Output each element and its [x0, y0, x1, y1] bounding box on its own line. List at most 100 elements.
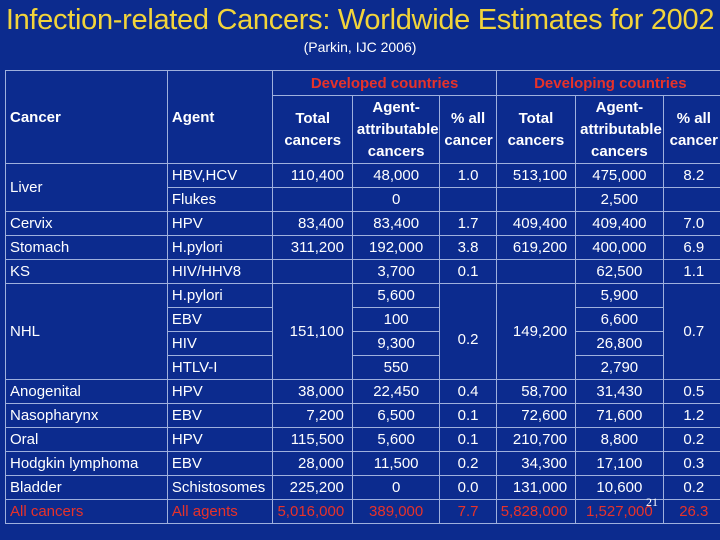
cell: 62,500 — [575, 259, 664, 284]
cell: 0 — [351, 475, 441, 500]
cell: 210,700 — [495, 427, 577, 452]
cell-agent: HPV — [166, 379, 274, 404]
cell: 1.7 — [439, 211, 497, 236]
cell: 311,200 — [272, 235, 353, 260]
cell: 2,790 — [575, 355, 664, 380]
cell: 7,200 — [272, 403, 353, 428]
table-row: KS HIV/HHV8 3,700 0.1 62,500 1.1 — [5, 259, 720, 284]
cell: 115,500 — [272, 427, 353, 452]
cell-agent: HPV — [166, 427, 274, 452]
cell: 0.7 — [662, 283, 720, 380]
table-row: Hodgkin lymphoma EBV 28,000 11,500 0.2 34,300… — [5, 451, 720, 476]
cell: 0.4 — [439, 379, 497, 404]
cell: 100 — [351, 307, 441, 332]
cell: 225,200 — [272, 475, 353, 500]
slide-title: Infection-related Cancers: Worldwide Est… — [5, 4, 715, 36]
cell: 1.0 — [439, 163, 497, 188]
cell: 5,016,000 — [272, 499, 353, 524]
cell: 5,900 — [575, 283, 664, 308]
table-row: Nasopharynx EBV 7,200 6,500 0.1 72,600 71,600 1… — [5, 403, 720, 428]
cell-agent: H.pylori — [166, 235, 274, 260]
cell: 8.2 — [662, 163, 720, 188]
cell: 3.8 — [439, 235, 497, 260]
cell: 513,100 — [495, 163, 577, 188]
table-row: Liver HBV,HCV 110,400 48,000 1.0 513,100… — [5, 163, 720, 212]
cell: 5,600 — [351, 427, 441, 452]
cell: 8,800 — [575, 427, 664, 452]
cell: 22,450 — [351, 379, 441, 404]
cell: 48,000 — [351, 163, 441, 188]
cell: 0.0 — [439, 475, 497, 500]
cell-cancer: All cancers — [5, 499, 168, 524]
table-row: HIV 9,300 26,800 — [6, 331, 720, 356]
cell: 5,600 — [351, 283, 441, 308]
cell: 149,200 — [495, 283, 577, 380]
cell-cancer: Hodgkin lymphoma — [5, 451, 168, 476]
cell-agent: EBV — [166, 403, 274, 428]
cell: 5,828,000 — [495, 499, 577, 524]
cell-cancer: Liver — [5, 163, 168, 212]
page-number: 21 — [646, 495, 658, 509]
cell: 0.5 — [662, 379, 720, 404]
cell — [662, 187, 720, 212]
cell-agent: HBV,HCV — [166, 163, 274, 188]
table-row: Cervix HPV 83,400 83,400 1.7 409,400 409,400 7.… — [5, 211, 720, 236]
header-agent: Agent — [166, 70, 274, 164]
cell-agent: EBV — [166, 307, 274, 332]
cell: 550 — [351, 355, 441, 380]
cell-agent: HPV — [166, 211, 274, 236]
cell: 11,500 — [351, 451, 441, 476]
cell: 26,800 — [575, 331, 664, 356]
header-pct-dvg: % all cancer — [662, 95, 720, 164]
header-pct-dev: % all cancer — [439, 95, 497, 164]
cell-agent: HIV/HHV8 — [166, 259, 274, 284]
cell: 38,000 — [272, 379, 353, 404]
cell: 0.1 — [439, 427, 497, 452]
cell — [272, 187, 353, 212]
header-developing: Developing countries — [495, 70, 720, 96]
cell: 110,400 — [272, 163, 353, 188]
cell-cancer: KS — [5, 259, 168, 284]
cell: 389,000 — [351, 499, 441, 524]
totals-row: All cancers All agents 5,016,000 389,000 7.7… — [5, 499, 720, 524]
cell-agent: Flukes — [166, 187, 274, 212]
cell: 83,400 — [351, 211, 441, 236]
cell: 192,000 — [351, 235, 441, 260]
header-attrib-dvg: Agent-attributable cancers — [575, 95, 664, 164]
cell: 9,300 — [351, 331, 441, 356]
cell-cancer: Oral — [5, 427, 168, 452]
cell-agent: HTLV-I — [166, 355, 274, 380]
cell: 3,700 — [351, 259, 441, 284]
header-row-columns: Total cancers Agent-attributable cancers… — [6, 95, 720, 164]
header-total-dev: Total cancers — [272, 95, 353, 164]
cell-cancer: Anogenital — [5, 379, 168, 404]
cell-agent: All agents — [166, 499, 274, 524]
header-attrib-dev: Agent-attributable cancers — [351, 95, 441, 164]
table-row: NHL H.pylori 151,100 5,600 0.2 149,200 5… — [5, 283, 720, 380]
table-row: Oral HPV 115,500 5,600 0.1 210,700 8,800 0.2 — [5, 427, 720, 452]
cell: 131,000 — [495, 475, 577, 500]
cell-cancer: NHL — [5, 283, 168, 380]
table-row: Stomach H.pylori 311,200 192,000 3.8 619,200 4… — [5, 235, 720, 260]
infection-cancers-table: Cancer Agent Developed countries Develop… — [5, 70, 720, 524]
cell: 1.2 — [662, 403, 720, 428]
cell: 34,300 — [495, 451, 577, 476]
cell-cancer: Cervix — [5, 211, 168, 236]
cell: 0.3 — [662, 451, 720, 476]
cell: 0.2 — [439, 283, 497, 380]
cell-cancer: Nasopharynx — [5, 403, 168, 428]
cell: 1.1 — [662, 259, 720, 284]
cell: 151,100 — [272, 283, 353, 380]
cell: 1,527,000 — [575, 499, 664, 524]
cell: 409,400 — [495, 211, 577, 236]
cell: 17,100 — [575, 451, 664, 476]
cell: 10,600 — [575, 475, 664, 500]
cell: 6,600 — [575, 307, 664, 332]
cell: 2,500 — [575, 187, 664, 212]
cell-agent: EBV — [166, 451, 274, 476]
cell: 0.2 — [439, 451, 497, 476]
table-row: Anogenital HPV 38,000 22,450 0.4 58,700 31,430… — [5, 379, 720, 404]
cell: 0.1 — [439, 403, 497, 428]
cell: 409,400 — [575, 211, 664, 236]
cell-agent: H.pylori — [166, 283, 274, 308]
